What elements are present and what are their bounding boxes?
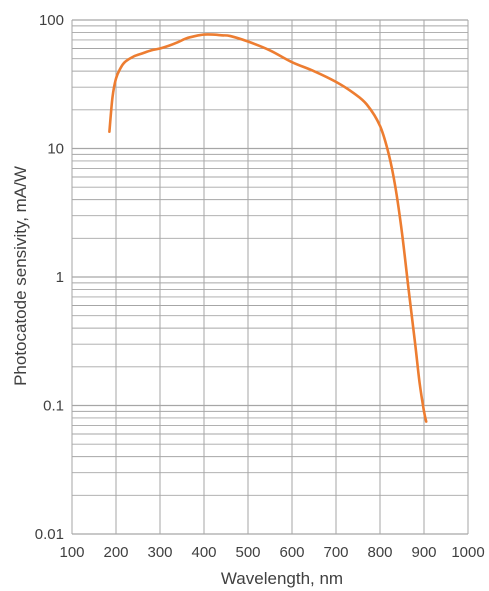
sensitivity-curve-line (108, 33, 428, 423)
y-tick-label: 0.1 (43, 398, 64, 415)
x-tick-label: 100 (59, 544, 84, 561)
y-tick-label: 0.01 (35, 526, 64, 543)
x-tick-label: 700 (323, 544, 348, 561)
x-tick-label: 600 (279, 544, 304, 561)
x-tick-label: 400 (191, 544, 216, 561)
x-tick-label: 900 (411, 544, 436, 561)
y-axis-title: Photocatode sensivity, mA/W (11, 166, 30, 386)
x-tick-label: 800 (367, 544, 392, 561)
tick-labels: 0.01 0.1 1 10 100 100 200 300 400 500 600 700 800 900… (35, 12, 485, 561)
x-tick-label: 300 (147, 544, 172, 561)
x-tick-label: 1000 (451, 544, 484, 561)
x-tick-label: 200 (103, 544, 128, 561)
y-tick-label: 10 (47, 141, 64, 158)
x-tick-label: 500 (235, 544, 260, 561)
grid (71, 19, 469, 535)
x-axis-title: Wavelength, nm (221, 569, 343, 588)
data-series (108, 33, 428, 423)
y-tick-label: 100 (39, 12, 64, 29)
y-tick-label: 1 (56, 269, 64, 286)
